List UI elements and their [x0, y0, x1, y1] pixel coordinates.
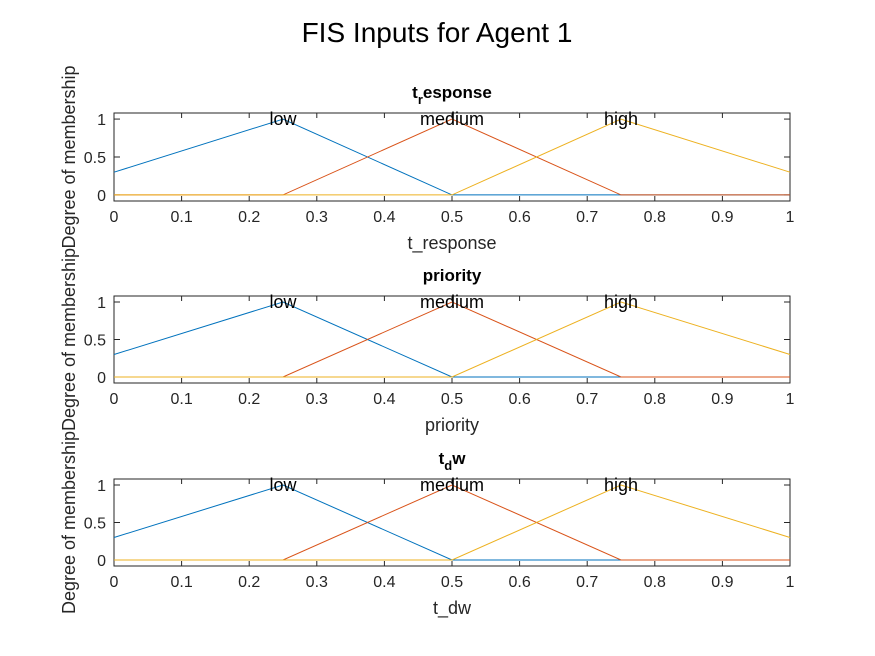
axes-title: priority — [423, 266, 482, 285]
y-tick-label: 0.5 — [84, 150, 106, 167]
x-axis-label: t_response — [407, 233, 496, 254]
x-tick-label: 0.1 — [170, 209, 192, 226]
x-tick-label: 0.8 — [644, 574, 666, 591]
x-tick-label: 0.8 — [644, 209, 666, 226]
x-tick-label: 0.2 — [238, 574, 260, 591]
axes-title-main: priority — [423, 266, 482, 285]
y-tick-label: 1 — [97, 478, 106, 495]
y-tick-label: 0.5 — [84, 516, 106, 533]
x-tick-label: 0.9 — [711, 391, 733, 408]
x-tick-label: 0.4 — [373, 391, 395, 408]
x-tick-label: 1 — [786, 574, 795, 591]
x-tick-label: 0.3 — [306, 391, 328, 408]
x-tick-label: 0.8 — [644, 391, 666, 408]
x-tick-label: 0.6 — [508, 209, 530, 226]
axes-title-main: t — [412, 83, 418, 102]
x-tick-label: 0.2 — [238, 391, 260, 408]
x-tick-label: 0.5 — [441, 574, 463, 591]
mf-label-high: high — [604, 292, 638, 312]
axes-box — [113, 478, 791, 567]
x-tick-label: 0.5 — [441, 209, 463, 226]
y-tick-label: 1 — [97, 295, 106, 312]
y-axis-label: Degree of membership — [59, 248, 79, 431]
y-tick-label: 1 — [97, 112, 106, 129]
x-tick-label: 1 — [786, 391, 795, 408]
axes-title-rest: esponse — [423, 83, 492, 102]
x-tick-label: 0.6 — [508, 574, 530, 591]
x-tick-label: 0.1 — [170, 574, 192, 591]
y-tick-label: 0 — [97, 553, 106, 570]
y-tick-label: 0 — [97, 188, 106, 205]
x-tick-label: 0.4 — [373, 574, 395, 591]
y-tick-label: 0.5 — [84, 333, 106, 350]
mf-label-medium: medium — [420, 292, 484, 312]
x-tick-label: 0.9 — [711, 574, 733, 591]
axes-title-subscript: d — [444, 458, 452, 473]
axes-title-rest: w — [451, 449, 466, 468]
x-tick-label: 0 — [110, 209, 119, 226]
mf-label-high: high — [604, 109, 638, 129]
subplot-2: 0 0.1 0.2 0.3 0.4 0.5 0.6 0.7 0.8 0.9 1 0 0.5 1 low med… — [59, 248, 795, 435]
y-axis-label: Degree of membership — [59, 65, 79, 248]
series-line-high — [114, 484, 791, 561]
y-axis-label: Degree of membership — [59, 431, 79, 614]
x-tick-label: 1 — [786, 209, 795, 226]
x-tick-label: 0.1 — [170, 391, 192, 408]
y-tick-label: 0 — [97, 370, 106, 387]
figure-title: FIS Inputs for Agent 1 — [302, 17, 573, 48]
axes-container: 0 0.1 0.2 0.3 0.4 0.5 0.6 0.7 0.8 0.9 1 0 0.5 1 low med… — [59, 65, 795, 619]
mf-label-low: low — [269, 292, 297, 312]
x-tick-label: 0.5 — [441, 391, 463, 408]
mf-label-low: low — [269, 109, 297, 129]
x-tick-label: 0.2 — [238, 209, 260, 226]
series-line-high — [114, 118, 791, 196]
x-tick-label: 0.7 — [576, 574, 598, 591]
x-tick-label: 0 — [110, 574, 119, 591]
x-tick-label: 0 — [110, 391, 119, 408]
x-axis-label: t_dw — [433, 598, 472, 619]
x-tick-label: 0.7 — [576, 209, 598, 226]
mf-label-medium: medium — [420, 475, 484, 495]
mf-label-high: high — [604, 475, 638, 495]
axes-box — [113, 112, 791, 202]
x-tick-label: 0.4 — [373, 209, 395, 226]
mf-label-medium: medium — [420, 109, 484, 129]
x-tick-label: 0.7 — [576, 391, 598, 408]
axes-title-subscript: r — [418, 92, 423, 107]
mf-label-low: low — [269, 475, 297, 495]
x-tick-label: 0.3 — [306, 574, 328, 591]
axes-title: tdw — [439, 449, 467, 473]
axes-title-main: t — [439, 449, 445, 468]
x-axis-label: priority — [425, 415, 479, 435]
x-tick-label: 0.6 — [508, 391, 530, 408]
x-tick-label: 0.3 — [306, 209, 328, 226]
subplot-1: 0 0.1 0.2 0.3 0.4 0.5 0.6 0.7 0.8 0.9 1 0 0.5 1 low med… — [59, 65, 795, 254]
axes-title: tresponse — [412, 83, 492, 107]
subplot-3: 0 0.1 0.2 0.3 0.4 0.5 0.6 0.7 0.8 0.9 1 0 0.5 1 low med… — [59, 431, 795, 619]
series-line-high — [114, 301, 791, 378]
x-tick-label: 0.9 — [711, 209, 733, 226]
